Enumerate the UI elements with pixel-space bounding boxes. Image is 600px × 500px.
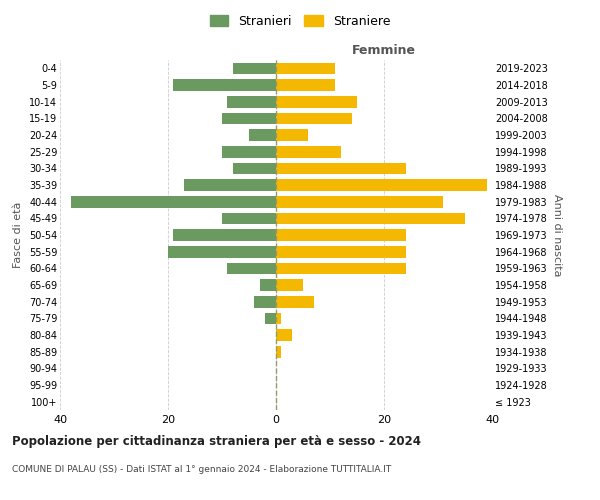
Bar [276,296,314,308]
Bar [276,179,487,191]
Bar [173,79,276,91]
Bar [249,129,276,141]
Bar [276,146,341,158]
Bar [276,196,443,207]
Bar [276,262,406,274]
Bar [276,229,406,241]
Bar [71,196,276,207]
Bar [227,262,276,274]
Bar [276,246,406,258]
Text: Popolazione per cittadinanza straniera per età e sesso - 2024: Popolazione per cittadinanza straniera p… [12,435,421,448]
Text: COMUNE DI PALAU (SS) - Dati ISTAT al 1° gennaio 2024 - Elaborazione TUTTITALIA.I: COMUNE DI PALAU (SS) - Dati ISTAT al 1° … [12,465,391,474]
Bar [168,246,276,258]
Bar [233,62,276,74]
Bar [276,346,281,358]
Bar [222,212,276,224]
Bar [276,129,308,141]
Bar [276,279,303,291]
Bar [276,312,281,324]
Bar [173,229,276,241]
Bar [265,312,276,324]
Bar [260,279,276,291]
Bar [276,329,292,341]
Text: Femmine: Femmine [352,44,416,57]
Bar [276,96,357,108]
Bar [276,112,352,124]
Y-axis label: Fasce di età: Fasce di età [13,202,23,268]
Bar [222,146,276,158]
Bar [276,212,465,224]
Bar [227,96,276,108]
Bar [184,179,276,191]
Bar [276,79,335,91]
Legend: Stranieri, Straniere: Stranieri, Straniere [206,11,394,32]
Bar [276,62,335,74]
Bar [254,296,276,308]
Bar [276,162,406,174]
Y-axis label: Anni di nascita: Anni di nascita [551,194,562,276]
Bar [222,112,276,124]
Bar [233,162,276,174]
